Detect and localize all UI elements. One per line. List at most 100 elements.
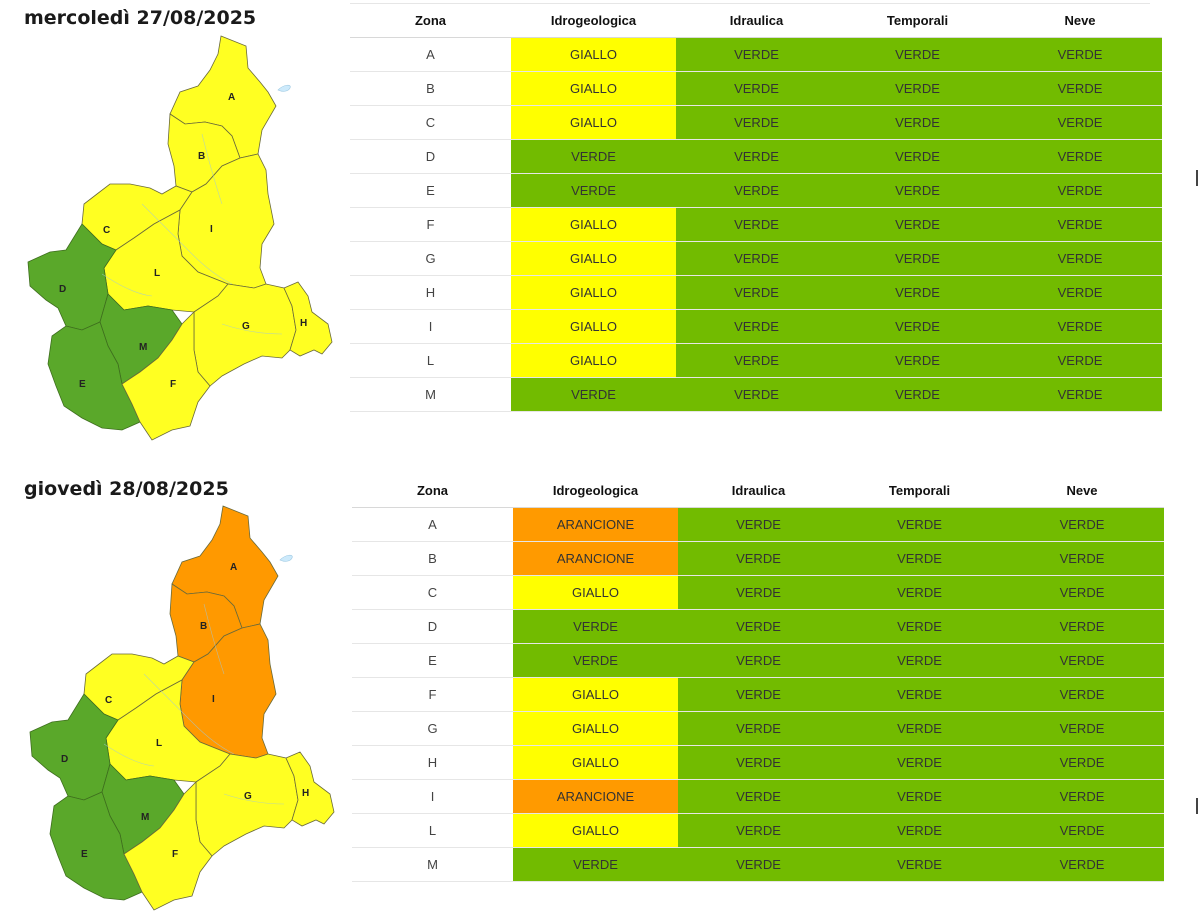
neve-level-cell: VERDE	[998, 275, 1162, 310]
map-zone-F	[123, 781, 213, 911]
idrogeologica-level-cell: VERDE	[513, 609, 678, 644]
idraulica-level-cell: VERDE	[676, 241, 837, 276]
table-row: G GIALLO VERDE VERDE VERDE	[352, 711, 1164, 746]
map-label-F: F	[172, 849, 178, 860]
idrogeologica-level-cell: VERDE	[511, 173, 676, 208]
temporali-level-cell: VERDE	[837, 105, 998, 140]
map-label-B: B	[200, 621, 207, 632]
edge-marker	[1196, 798, 1198, 814]
river-icon	[103, 603, 285, 805]
idrogeologica-level-cell: GIALLO	[511, 241, 676, 276]
idrogeologica-level-cell: GIALLO	[513, 677, 678, 712]
neve-level-cell: VERDE	[998, 173, 1162, 208]
table-row: A ARANCIONE VERDE VERDE VERDE	[352, 507, 1164, 542]
map-label-F: F	[170, 379, 176, 390]
neve-level-cell: VERDE	[998, 105, 1162, 140]
zone-cell: F	[350, 207, 511, 242]
idrogeologica-level-cell: GIALLO	[511, 343, 676, 378]
map-zones-group	[29, 505, 335, 911]
idrogeologica-level-cell: ARANCIONE	[513, 507, 678, 542]
neve-level-cell: VERDE	[998, 241, 1162, 276]
table-row: M VERDE VERDE VERDE VERDE	[352, 847, 1164, 882]
map-zone-labels: A B C I L D M E G H F	[59, 92, 307, 390]
temporali-level-cell: VERDE	[839, 745, 1000, 780]
neve-level-cell: VERDE	[998, 343, 1162, 378]
table-header-row: Zona Idrogeologica Idraulica Temporali N…	[350, 3, 1162, 38]
neve-level-cell: VERDE	[1000, 847, 1164, 882]
column-header-idraulica: Idraulica	[676, 3, 837, 38]
idraulica-level-cell: VERDE	[676, 139, 837, 174]
idraulica-level-cell: VERDE	[678, 677, 839, 712]
column-header-neve: Neve	[998, 3, 1162, 38]
zone-cell: A	[352, 507, 513, 542]
idraulica-level-cell: VERDE	[678, 643, 839, 678]
neve-level-cell: VERDE	[1000, 643, 1164, 678]
idrogeologica-level-cell: ARANCIONE	[513, 541, 678, 576]
neve-level-cell: VERDE	[998, 37, 1162, 72]
table-row: A GIALLO VERDE VERDE VERDE	[350, 37, 1162, 72]
neve-level-cell: VERDE	[998, 377, 1162, 412]
zone-cell: C	[350, 105, 511, 140]
idrogeologica-level-cell: GIALLO	[511, 105, 676, 140]
table-row: B ARANCIONE VERDE VERDE VERDE	[352, 541, 1164, 576]
temporali-level-cell: VERDE	[837, 71, 998, 106]
day-title: mercoledì 27/08/2025	[24, 7, 257, 29]
idraulica-level-cell: VERDE	[676, 207, 837, 242]
zone-cell: H	[352, 745, 513, 780]
table-row: E VERDE VERDE VERDE VERDE	[350, 173, 1162, 208]
neve-level-cell: VERDE	[1000, 813, 1164, 848]
map-label-E: E	[81, 849, 88, 860]
day-panel-1: mercoledì 27/08/2025 A B C I L D M E G	[0, 0, 1200, 455]
day-panel-2: giovedì 28/08/2025 A B C I L D M E G	[0, 470, 1200, 911]
temporali-level-cell: VERDE	[837, 207, 998, 242]
neve-level-cell: VERDE	[1000, 745, 1164, 780]
map-label-G: G	[244, 791, 252, 802]
idraulica-level-cell: VERDE	[678, 745, 839, 780]
table-row: I ARANCIONE VERDE VERDE VERDE	[352, 779, 1164, 814]
idrogeologica-level-cell: VERDE	[511, 139, 676, 174]
temporali-level-cell: VERDE	[839, 643, 1000, 678]
temporali-level-cell: VERDE	[839, 779, 1000, 814]
table-body: A ARANCIONE VERDE VERDE VERDE B ARANCIONE VERDE…	[352, 507, 1164, 882]
idrogeologica-level-cell: GIALLO	[511, 71, 676, 106]
idraulica-level-cell: VERDE	[676, 173, 837, 208]
idraulica-level-cell: VERDE	[678, 541, 839, 576]
alert-table: Zona Idrogeologica Idraulica Temporali N…	[350, 3, 1162, 412]
map-label-L: L	[154, 268, 160, 279]
table-row: M VERDE VERDE VERDE VERDE	[350, 377, 1162, 412]
column-header-temporali: Temporali	[837, 3, 998, 38]
temporali-level-cell: VERDE	[837, 309, 998, 344]
idrogeologica-level-cell: GIALLO	[513, 745, 678, 780]
table-row: F GIALLO VERDE VERDE VERDE	[350, 207, 1162, 242]
temporali-level-cell: VERDE	[837, 241, 998, 276]
column-header-zona: Zona	[352, 473, 513, 508]
zone-cell: D	[352, 609, 513, 644]
column-header-neve: Neve	[1000, 473, 1164, 508]
map-zone-H	[285, 751, 335, 827]
map-label-I: I	[212, 694, 215, 705]
table-row: B GIALLO VERDE VERDE VERDE	[350, 71, 1162, 106]
day-title: giovedì 28/08/2025	[24, 478, 229, 500]
idrogeologica-level-cell: GIALLO	[513, 813, 678, 848]
temporali-level-cell: VERDE	[837, 37, 998, 72]
map-label-G: G	[242, 321, 250, 332]
neve-level-cell: VERDE	[998, 71, 1162, 106]
table-row: E VERDE VERDE VERDE VERDE	[352, 643, 1164, 678]
idraulica-level-cell: VERDE	[676, 275, 837, 310]
lake-icon	[279, 554, 293, 562]
piemonte-zone-map: A B C I L D M E G H F	[27, 35, 333, 441]
map-label-B: B	[198, 151, 205, 162]
map-label-C: C	[103, 225, 110, 236]
temporali-level-cell: VERDE	[839, 813, 1000, 848]
idrogeologica-level-cell: GIALLO	[513, 711, 678, 746]
zone-cell: B	[350, 71, 511, 106]
map-label-H: H	[300, 318, 307, 329]
idraulica-level-cell: VERDE	[678, 609, 839, 644]
temporali-level-cell: VERDE	[839, 609, 1000, 644]
idraulica-level-cell: VERDE	[678, 575, 839, 610]
table-row: L GIALLO VERDE VERDE VERDE	[350, 343, 1162, 378]
idrogeologica-level-cell: GIALLO	[511, 309, 676, 344]
column-header-temporali: Temporali	[839, 473, 1000, 508]
river-icon	[101, 133, 283, 335]
table-row: H GIALLO VERDE VERDE VERDE	[352, 745, 1164, 780]
